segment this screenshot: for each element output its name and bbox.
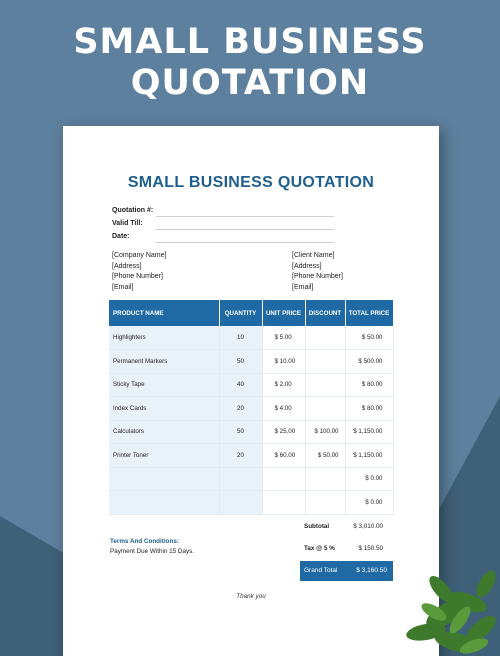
cell-discount [305, 349, 346, 374]
table-row: Sticky Tape 40 $ 2.00 $ 80.00 [109, 373, 394, 397]
thank-you-note: Thank you [236, 593, 266, 600]
cell-quantity: 20 [219, 396, 263, 421]
hero-title-line1: SMALL BUSINESS [73, 22, 427, 62]
meta-label: Date: [112, 233, 130, 240]
company-address: [Address] [112, 262, 142, 270]
company-name: [Company Name] [112, 252, 167, 259]
cell-quantity: 40 [219, 373, 263, 397]
meta-label: Quotation #: [112, 207, 154, 214]
cell-discount: $ 100.00 [305, 420, 346, 444]
cell-discount [305, 490, 346, 515]
cell-product [109, 490, 220, 515]
header-discount: DISCOUNT [305, 300, 346, 326]
table-row: Calculators 50 $ 25.00 $ 100.00 $ 1,150.… [109, 420, 394, 444]
company-email: [Email] [112, 283, 134, 291]
cell-quantity: 20 [219, 443, 263, 468]
document-title: SMALL BUSINESS QUOTATION [127, 174, 375, 191]
grand-total-box: Grand Total $ 3,160.50 [300, 561, 393, 581]
terms-text: Payment Due Within 15 Days. [110, 548, 194, 555]
subtotal-label: Subtotal [304, 523, 330, 530]
table-row: Permanent Markers 50 $ 10.00 $ 500.00 [109, 349, 394, 374]
cell-quantity: 50 [219, 349, 263, 374]
cell-product: Calculators [109, 420, 220, 444]
header-product-name: PRODUCT NAME [109, 300, 220, 326]
meta-line [156, 242, 334, 243]
cell-total: $ 0.00 [345, 490, 394, 515]
cell-discount [305, 396, 346, 421]
cell-discount [305, 373, 346, 397]
cell-quantity [219, 490, 263, 515]
cell-product: Index Cards [109, 396, 220, 421]
company-address-block: [Company Name] [Address] [Phone Number] … [112, 251, 166, 293]
table-row: $ 0.00 [109, 467, 394, 491]
cell-quantity: 10 [219, 326, 263, 350]
cell-unit-price: $ 4.00 [262, 396, 306, 421]
tax-value: $ 150.50 [358, 545, 383, 552]
hero-title-line2: QUOTATION [130, 63, 370, 103]
cell-total: $ 1,150.00 [345, 443, 394, 468]
hero-title: SMALL BUSINESS QUOTATION [0, 22, 500, 104]
cell-unit-price: $ 10.00 [262, 349, 306, 374]
header-quantity: QUANTITY [219, 300, 263, 326]
meta-line [156, 229, 334, 230]
terms-title: Terms And Conditions: [110, 538, 179, 545]
cell-product: Permanent Markers [109, 349, 220, 374]
client-address: [Address] [292, 262, 322, 270]
table-row: Printer Toner 20 $ 60.00 $ 50.00 $ 1,150… [109, 443, 394, 468]
client-phone: [Phone Number] [292, 273, 343, 280]
cell-total: $ 50.00 [345, 326, 394, 350]
cell-unit-price: $ 5.00 [262, 326, 306, 350]
potted-plant-icon [406, 570, 496, 654]
cell-quantity: 50 [219, 420, 263, 444]
company-phone: [Phone Number] [112, 273, 163, 280]
quotation-table: PRODUCT NAME QUANTITY UNIT PRICE DISCOUN… [109, 300, 394, 515]
grand-total-label: Grand Total [304, 567, 338, 574]
meta-line [156, 216, 334, 217]
cell-unit-price [262, 467, 306, 491]
cell-discount: $ 50.00 [305, 443, 346, 468]
cell-total: $ 500.00 [345, 349, 394, 374]
cell-total: $ 80.00 [345, 373, 394, 397]
cell-total: $ 1,150.00 [345, 420, 394, 444]
cell-unit-price [262, 490, 306, 515]
cell-unit-price: $ 60.00 [262, 443, 306, 468]
cell-discount [305, 326, 346, 350]
table-row: $ 0.00 [109, 490, 394, 515]
header-total-price: TOTAL PRICE [345, 300, 394, 326]
cell-product: Highlighters [109, 326, 220, 350]
meta-label: Valid Till: [112, 220, 143, 227]
cell-product: Printer Toner [109, 443, 220, 468]
client-name: [Client Name] [292, 252, 335, 259]
table-header-row: PRODUCT NAME QUANTITY UNIT PRICE DISCOUN… [109, 300, 394, 326]
cell-unit-price: $ 25.00 [262, 420, 306, 444]
cell-total: $ 80.00 [345, 396, 394, 421]
cell-product [109, 467, 220, 491]
header-unit-price: UNIT PRICE [262, 300, 306, 326]
cell-product: Sticky Tape [109, 373, 220, 397]
client-email: [Email] [292, 283, 314, 291]
subtotal-value: $ 3,010.00 [353, 523, 383, 530]
table-row: Index Cards 20 $ 4.00 $ 80.00 [109, 396, 394, 421]
cell-discount [305, 467, 346, 491]
client-address-block: [Client Name] [Address] [Phone Number] [… [292, 251, 343, 293]
quotation-document: SMALL BUSINESS QUOTATION Quotation #: Va… [63, 126, 439, 656]
table-row: Highlighters 10 $ 5.00 $ 50.00 [109, 326, 394, 350]
cell-quantity [219, 467, 263, 491]
cell-unit-price: $ 2.00 [262, 373, 306, 397]
tax-label: Tax @ 5 % [304, 545, 335, 552]
grand-total-value: $ 3,160.50 [356, 567, 387, 574]
cell-total: $ 0.00 [345, 467, 394, 491]
